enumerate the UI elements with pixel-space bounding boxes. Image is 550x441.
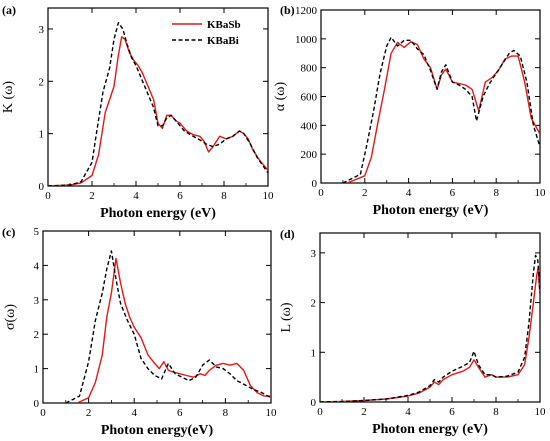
x-tick-label: 6 [449,406,455,418]
x-axis-label: Photon energy (eV) [100,206,216,221]
series-line-KBaBi [342,36,540,183]
x-tick-label: 8 [223,407,229,419]
y-axis-label: K (ω) [1,81,16,113]
panel-0: 0 2 4 6 8 10 0 1 2 3 Photon energy (eV) K (ω) (a) KBa… [1,3,274,221]
y-tick-label: 3 [34,295,40,307]
series-line-KBaSb [347,41,540,183]
y-tick-label: 2 [39,76,45,88]
x-tick-label: 6 [177,190,183,202]
y-tick-label: 600 [301,92,318,104]
y-tick-label: 2 [311,298,317,310]
x-tick-label: 8 [493,406,499,418]
x-tick-label: 0 [45,190,51,202]
series-line-KBaSb [48,36,268,186]
x-axis-label: Photon energy (eV) [372,422,488,437]
y-tick-label: 3 [311,248,317,260]
x-tick-label: 10 [263,190,275,202]
y-axis-label: α (ω) [273,81,288,111]
y-tick-label: 1 [39,129,45,141]
x-tick-label: 8 [221,190,227,202]
y-tick-label: 1 [311,347,317,359]
y-tick-label: 3 [39,24,45,36]
series-line-KBaBi [65,250,271,403]
series-line-KBaSb [76,257,271,403]
x-tick-label: 4 [406,187,412,199]
y-tick-label: 1200 [295,5,318,17]
y-tick-label: 5 [34,226,40,238]
panel-tag: (b) [280,3,295,17]
y-tick-label: 0 [39,181,45,193]
panel-tag: (c) [2,225,15,239]
x-axis-label: Photon energy(eV) [101,423,214,438]
y-tick-label: 2 [34,329,40,341]
x-tick-label: 0 [318,187,324,199]
y-tick-label: 200 [301,149,318,161]
x-tick-label: 2 [86,407,92,419]
y-tick-label: 0 [311,397,317,409]
y-tick-label: 400 [301,120,318,132]
series-line-KBaBi [48,22,268,186]
series-line-KBaSb [320,267,540,402]
y-axis-label: σ(ω) [3,304,18,330]
panel-2: 0 2 4 6 8 10 0 1 2 3 4 5 Photon energy(eV) σ(ω) (c) [2,225,277,438]
panel-tag: (d) [280,227,295,241]
legend-entry: KBaBi [207,35,239,47]
x-tick-label: 4 [133,190,139,202]
y-tick-label: 0 [312,178,318,190]
x-tick-label: 0 [317,406,323,418]
panel-3: 0 2 4 6 8 10 0 1 2 3 Photon energy (eV) L (ω) (d) [279,227,546,437]
panel-1: 0 2 4 6 8 10 0 200 400 600 800 1000 1200 Photon energ… [273,3,546,218]
series-line-KBaBi [320,254,540,402]
x-tick-label: 6 [177,407,183,419]
x-tick-label: 4 [131,407,137,419]
y-tick-label: 0 [34,398,40,410]
x-tick-label: 0 [40,407,46,419]
x-tick-label: 2 [362,187,368,199]
y-tick-label: 800 [301,63,318,75]
x-tick-label: 10 [266,407,278,419]
y-axis-label: L (ω) [279,302,294,332]
y-tick-label: 1000 [295,34,318,46]
x-tick-label: 2 [361,406,367,418]
panel-tag: (a) [2,3,16,17]
x-tick-label: 4 [405,406,411,418]
x-tick-label: 2 [89,190,95,202]
plot-frame [320,9,541,184]
x-tick-label: 6 [450,187,456,199]
x-tick-label: 10 [535,406,547,418]
x-tick-label: 8 [493,187,499,199]
legend-entry: KBaSb [207,19,241,31]
y-tick-label: 4 [34,260,40,272]
y-tick-label: 1 [34,364,40,376]
x-axis-label: Photon energy (eV) [373,203,489,218]
x-tick-label: 10 [535,187,547,199]
